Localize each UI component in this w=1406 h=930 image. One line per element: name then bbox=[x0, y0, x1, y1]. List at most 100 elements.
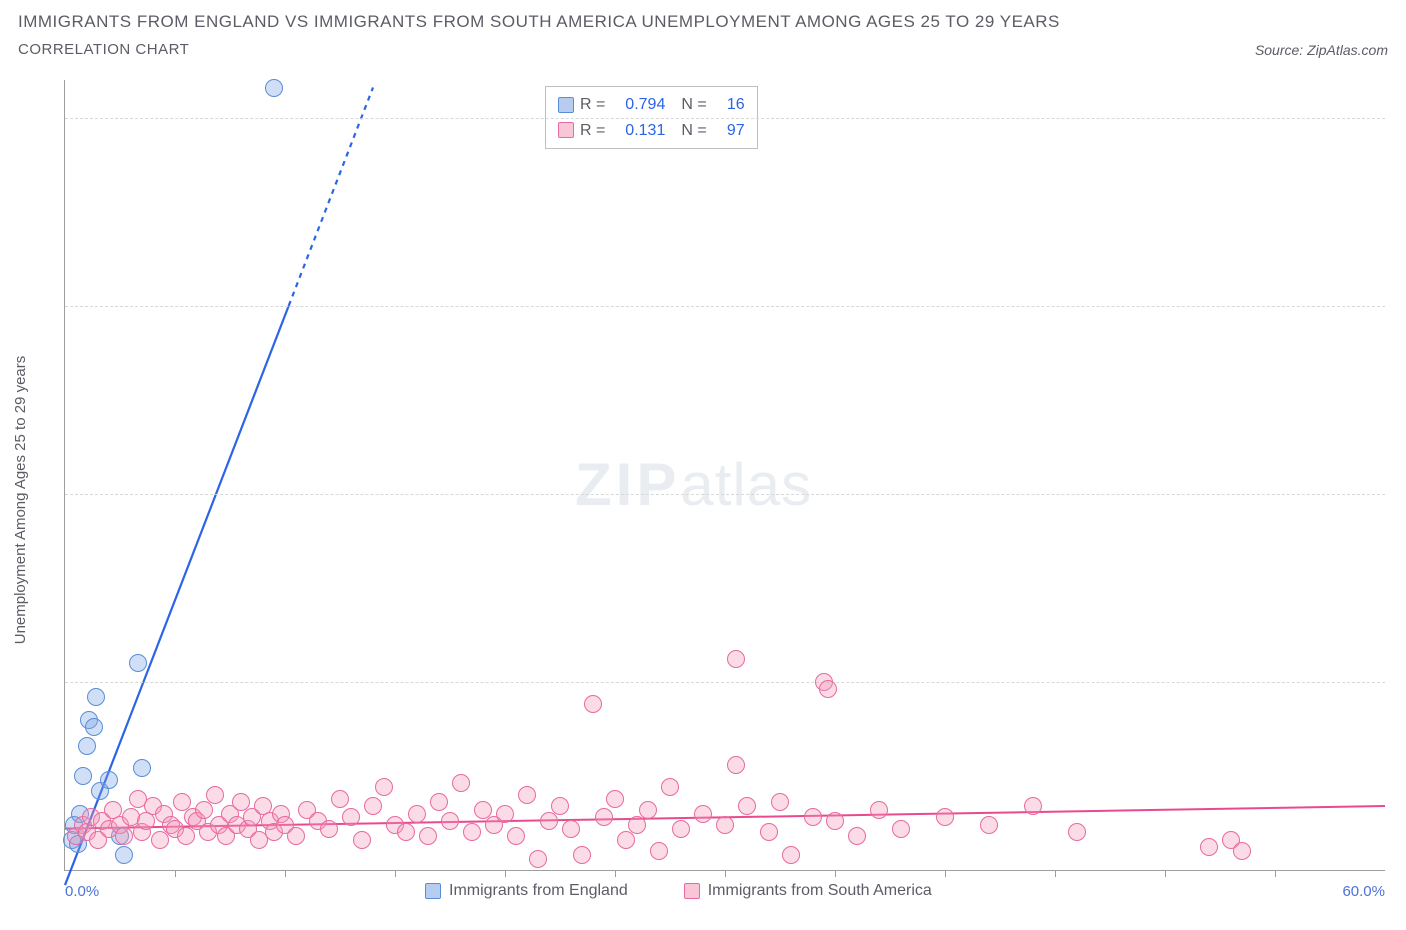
data-point-south_america bbox=[617, 831, 635, 849]
y-axis-label: Unemployment Among Ages 25 to 29 years bbox=[12, 356, 29, 645]
data-point-south_america bbox=[419, 827, 437, 845]
data-point-south_america bbox=[287, 827, 305, 845]
data-point-south_america bbox=[826, 812, 844, 830]
data-point-south_america bbox=[639, 801, 657, 819]
data-point-south_america bbox=[727, 650, 745, 668]
gridline bbox=[65, 682, 1385, 683]
legend-n-label: N = bbox=[681, 92, 706, 118]
legend-r-south-america: 0.131 bbox=[611, 118, 665, 144]
gridline bbox=[65, 118, 1385, 119]
data-point-england bbox=[115, 846, 133, 864]
data-point-south_america bbox=[892, 820, 910, 838]
data-point-south_america bbox=[562, 820, 580, 838]
scatter-plot: ZIPatlas R = 0.794 N = 16 R = 0.131 N = … bbox=[64, 80, 1385, 871]
data-point-south_america bbox=[980, 816, 998, 834]
data-point-south_america bbox=[819, 680, 837, 698]
data-point-south_america bbox=[507, 827, 525, 845]
subtitle-row: CORRELATION CHART Source: ZipAtlas.com bbox=[18, 41, 1388, 58]
data-point-south_america bbox=[441, 812, 459, 830]
data-point-south_america bbox=[672, 820, 690, 838]
data-point-south_america bbox=[782, 846, 800, 864]
data-point-south_america bbox=[584, 695, 602, 713]
legend-row-england: R = 0.794 N = 16 bbox=[558, 92, 745, 118]
legend-n-south-america: 97 bbox=[713, 118, 745, 144]
data-point-south_america bbox=[650, 842, 668, 860]
data-point-south_america bbox=[115, 827, 133, 845]
data-point-south_america bbox=[331, 790, 349, 808]
legend-swatch-england bbox=[558, 97, 574, 113]
data-point-south_america bbox=[151, 831, 169, 849]
data-point-south_america bbox=[1233, 842, 1251, 860]
bottom-swatch-south-america bbox=[684, 883, 700, 899]
data-point-england bbox=[78, 737, 96, 755]
x-minor-tick bbox=[1165, 870, 1166, 877]
data-point-south_america bbox=[573, 846, 591, 864]
data-point-south_america bbox=[595, 808, 613, 826]
data-point-south_america bbox=[760, 823, 778, 841]
x-tick-label: 60.0% bbox=[1342, 883, 1385, 900]
data-point-south_america bbox=[848, 827, 866, 845]
data-point-south_america bbox=[694, 805, 712, 823]
x-minor-tick bbox=[285, 870, 286, 877]
data-point-south_america bbox=[727, 756, 745, 774]
data-point-south_america bbox=[936, 808, 954, 826]
data-point-england bbox=[74, 767, 92, 785]
legend-swatch-south-america bbox=[558, 122, 574, 138]
data-point-south_america bbox=[397, 823, 415, 841]
x-minor-tick bbox=[505, 870, 506, 877]
bottom-label-south-america: Immigrants from South America bbox=[708, 882, 932, 900]
data-point-south_america bbox=[375, 778, 393, 796]
bottom-legend-england: Immigrants from England bbox=[425, 882, 628, 900]
y-tick-label: 75.0% bbox=[1393, 297, 1406, 314]
bottom-legend: Immigrants from England Immigrants from … bbox=[425, 882, 932, 900]
data-point-england bbox=[133, 759, 151, 777]
y-tick-label: 100.0% bbox=[1393, 109, 1406, 126]
legend-r-label: R = bbox=[580, 118, 605, 144]
data-point-south_america bbox=[195, 801, 213, 819]
bottom-legend-south-america: Immigrants from South America bbox=[684, 882, 932, 900]
x-tick-label: 0.0% bbox=[65, 883, 99, 900]
data-point-south_america bbox=[353, 831, 371, 849]
data-point-south_america bbox=[518, 786, 536, 804]
data-point-south_america bbox=[870, 801, 888, 819]
data-point-england bbox=[129, 654, 147, 672]
data-point-south_america bbox=[738, 797, 756, 815]
data-point-south_america bbox=[628, 816, 646, 834]
data-point-south_america bbox=[177, 827, 195, 845]
data-point-south_america bbox=[606, 790, 624, 808]
data-point-south_america bbox=[342, 808, 360, 826]
x-minor-tick bbox=[1275, 870, 1276, 877]
data-point-england bbox=[85, 718, 103, 736]
data-point-south_america bbox=[1200, 838, 1218, 856]
header: IMMIGRANTS FROM ENGLAND VS IMMIGRANTS FR… bbox=[18, 8, 1388, 58]
legend-n-england: 16 bbox=[713, 92, 745, 118]
x-minor-tick bbox=[1055, 870, 1056, 877]
x-minor-tick bbox=[175, 870, 176, 877]
gridline bbox=[65, 494, 1385, 495]
y-tick-label: 25.0% bbox=[1393, 673, 1406, 690]
gridline bbox=[65, 306, 1385, 307]
watermark-zip: ZIP bbox=[575, 451, 680, 518]
data-point-england bbox=[265, 79, 283, 97]
y-tick-label: 50.0% bbox=[1393, 485, 1406, 502]
page-title: IMMIGRANTS FROM ENGLAND VS IMMIGRANTS FR… bbox=[18, 8, 1388, 35]
source-label: Source: ZipAtlas.com bbox=[1255, 42, 1388, 58]
legend-r-england: 0.794 bbox=[611, 92, 665, 118]
data-point-south_america bbox=[804, 808, 822, 826]
x-minor-tick bbox=[835, 870, 836, 877]
data-point-south_america bbox=[661, 778, 679, 796]
chart-container: Unemployment Among Ages 25 to 29 years Z… bbox=[18, 80, 1388, 920]
data-point-south_america bbox=[452, 774, 470, 792]
legend-n-label: N = bbox=[681, 118, 706, 144]
bottom-swatch-england bbox=[425, 883, 441, 899]
data-point-england bbox=[100, 771, 118, 789]
watermark-atlas: atlas bbox=[680, 451, 812, 518]
data-point-south_america bbox=[430, 793, 448, 811]
legend-row-south-america: R = 0.131 N = 97 bbox=[558, 118, 745, 144]
data-point-south_america bbox=[463, 823, 481, 841]
x-minor-tick bbox=[615, 870, 616, 877]
data-point-south_america bbox=[771, 793, 789, 811]
data-point-south_america bbox=[716, 816, 734, 834]
data-point-south_america bbox=[1068, 823, 1086, 841]
x-minor-tick bbox=[725, 870, 726, 877]
